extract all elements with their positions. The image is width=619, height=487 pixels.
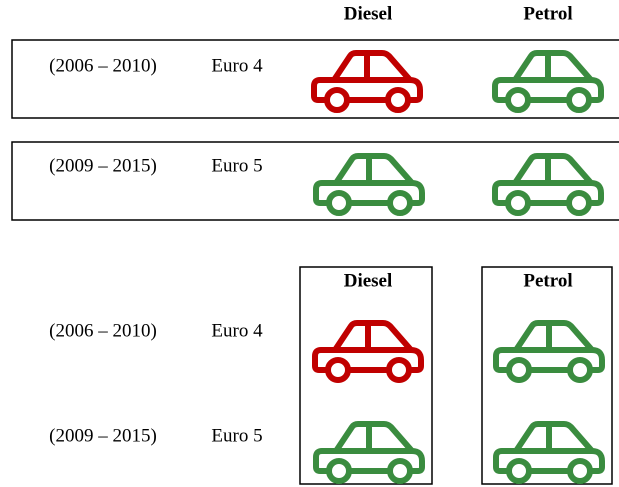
car-icon — [495, 156, 601, 213]
car-icon — [316, 156, 422, 213]
standard: Euro 5 — [211, 155, 262, 176]
column-box — [299, 266, 433, 485]
period: (2009 – 2015) — [49, 155, 157, 176]
column-header: Diesel — [344, 3, 393, 24]
period: (2009 – 2015) — [49, 425, 157, 446]
car-icon — [495, 53, 601, 110]
car-icon — [496, 323, 602, 380]
standard: Euro 4 — [211, 55, 263, 76]
car-icon — [315, 323, 421, 380]
column-box — [481, 266, 613, 485]
standard: Euro 4 — [211, 320, 263, 341]
column-layout: Diesel Petrol (2006 – 2010) Euro 4 (2009… — [49, 266, 613, 485]
column-header: Petrol — [523, 270, 572, 291]
standard: Euro 5 — [211, 425, 262, 446]
row-layout: Diesel Petrol (2006 – 2010) Euro 4 (2009… — [11, 3, 619, 221]
row-box — [11, 39, 619, 119]
car-icon — [314, 53, 420, 110]
car-icon — [496, 424, 602, 481]
car-icon — [316, 424, 422, 481]
column-header: Petrol — [523, 3, 572, 24]
period: (2006 – 2010) — [49, 320, 157, 341]
period: (2006 – 2010) — [49, 55, 157, 76]
row-box — [11, 141, 619, 221]
column-header: Diesel — [344, 270, 393, 291]
